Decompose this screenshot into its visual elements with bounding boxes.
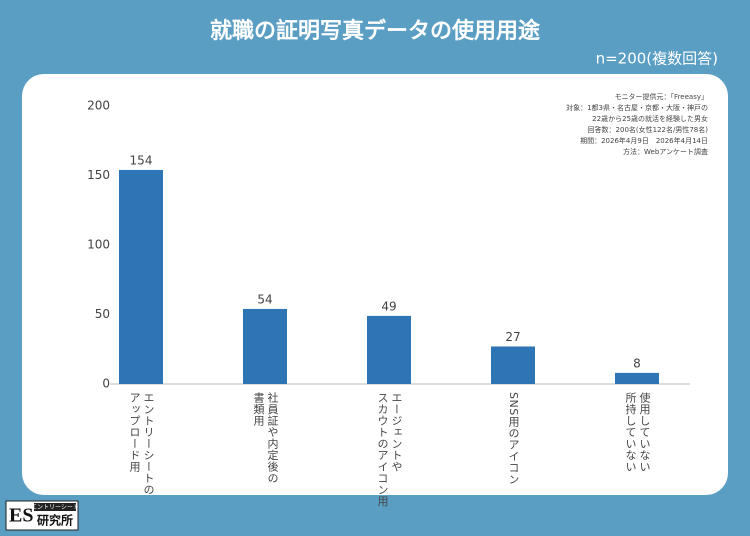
y-tick-label: 0	[102, 377, 110, 391]
x-tick-label: エージェントや スカウトのアイコン用	[376, 392, 403, 507]
x-tick-label: エントリーシートの アップロード用	[128, 392, 155, 496]
data-label: 54	[257, 292, 272, 306]
y-tick-label: 50	[95, 307, 110, 321]
panel	[22, 74, 728, 495]
bar	[367, 315, 411, 384]
y-tick-label: 150	[87, 168, 110, 182]
logo-sub: エントリーシート	[31, 504, 79, 511]
data-label: 27	[505, 330, 520, 344]
bar	[615, 372, 659, 384]
data-label: 154	[130, 153, 153, 167]
bar	[243, 308, 287, 384]
note-line: 期間：2026年4月9日 2026年4月14日	[580, 137, 708, 145]
data-label: 49	[381, 299, 396, 313]
bar	[119, 169, 163, 384]
logo-band	[34, 503, 76, 511]
note-line: モニター提供元：「Freeasy」	[614, 93, 708, 101]
x-tick-label: 社員証や内定後の 書類用	[252, 392, 279, 484]
logo-main: ES	[9, 505, 33, 527]
x-tick-label: SNS用のアイコン	[507, 392, 520, 485]
y-tick-label: 100	[87, 238, 110, 252]
chart-subtitle: n=200(複数回答)	[596, 50, 718, 68]
note-line: 対象：1都3県・名古屋・京都・大阪・神戸の	[566, 104, 708, 112]
note: モニター提供元：「Freeasy」対象：1都3県・名古屋・京都・大阪・神戸の 22…	[566, 92, 708, 158]
note-line: 方法：Webアンケート調査	[623, 148, 708, 156]
bar	[491, 346, 535, 384]
chart-title: 就職の証明写真データの使用用途	[210, 18, 541, 44]
x-tick-label: 使用していない 所持していない	[624, 392, 651, 473]
logo-name: 研究所	[37, 513, 73, 528]
data-label: 8	[633, 356, 641, 370]
note-line: 22歳から25歳の就活を経験した男女	[592, 115, 708, 123]
note-line: 回答数：200名(女性122名/男性78名)	[587, 126, 708, 134]
y-tick-label: 200	[87, 99, 110, 113]
